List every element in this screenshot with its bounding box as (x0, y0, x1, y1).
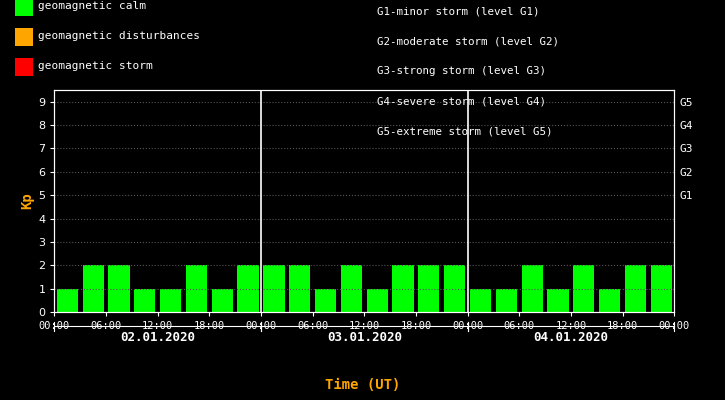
Y-axis label: Kp: Kp (20, 193, 34, 209)
Bar (289, 265, 310, 312)
Text: 04.01.2020: 04.01.2020 (534, 331, 608, 344)
Bar (238, 265, 259, 312)
Text: 03.01.2020: 03.01.2020 (327, 331, 402, 344)
Text: 02.01.2020: 02.01.2020 (120, 331, 195, 344)
Bar (392, 265, 414, 312)
Text: Time (UT): Time (UT) (325, 378, 400, 392)
Text: geomagnetic disturbances: geomagnetic disturbances (38, 31, 200, 41)
Bar (57, 289, 78, 312)
Bar (573, 265, 594, 312)
Text: G5-extreme storm (level G5): G5-extreme storm (level G5) (377, 126, 552, 136)
Bar (625, 265, 646, 312)
Bar (83, 265, 104, 312)
Bar (547, 289, 568, 312)
Bar (315, 289, 336, 312)
Text: G2-moderate storm (level G2): G2-moderate storm (level G2) (377, 36, 559, 46)
Bar (108, 265, 130, 312)
Bar (444, 265, 465, 312)
Bar (134, 289, 155, 312)
Bar (599, 289, 621, 312)
Text: geomagnetic calm: geomagnetic calm (38, 1, 146, 11)
Text: G1-minor storm (level G1): G1-minor storm (level G1) (377, 6, 539, 16)
Bar (341, 265, 362, 312)
Bar (263, 265, 284, 312)
Bar (186, 265, 207, 312)
Bar (651, 265, 672, 312)
Bar (418, 265, 439, 312)
Bar (367, 289, 388, 312)
Bar (470, 289, 491, 312)
Text: G4-severe storm (level G4): G4-severe storm (level G4) (377, 96, 546, 106)
Bar (212, 289, 233, 312)
Bar (496, 289, 517, 312)
Bar (521, 265, 543, 312)
Bar (160, 289, 181, 312)
Text: geomagnetic storm: geomagnetic storm (38, 61, 153, 71)
Text: G3-strong storm (level G3): G3-strong storm (level G3) (377, 66, 546, 76)
